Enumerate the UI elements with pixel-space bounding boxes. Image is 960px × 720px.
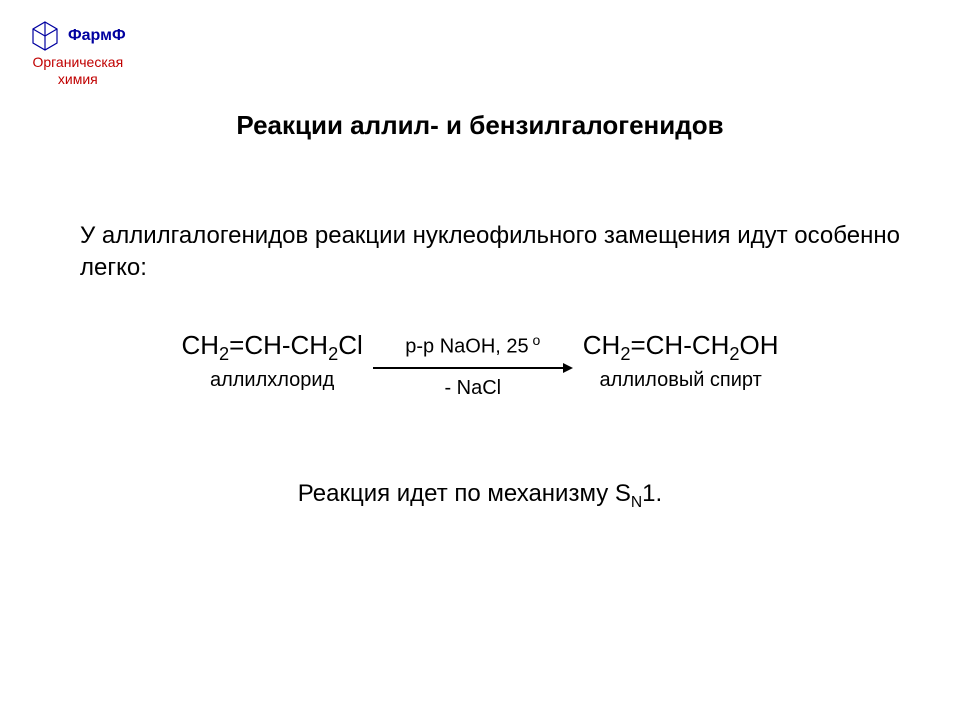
reaction-arrow-icon [373,361,573,375]
logo-row: ФармФ [30,20,126,52]
logo-sub-line2: химия [58,71,98,87]
molecule-icon [30,20,60,52]
logo-area: ФармФ Органическая химия [30,20,126,88]
logo-subtitle: Органическая химия [30,54,126,88]
reaction-scheme: CH2=CH-CH2Cl аллилхлорид р-р NaOH, 25 о … [0,330,960,400]
reaction-arrow-block: р-р NaOH, 25 о - NaCl [373,332,573,400]
product-formula: CH2=CH-CH2OH [583,330,779,365]
logo-brand: ФармФ [68,27,126,45]
reactant: CH2=CH-CH2Cl аллилхлорид [181,330,362,392]
product: CH2=CH-CH2OH аллиловый спирт [583,330,779,392]
mechanism-note: Реакция идет по механизму SN1. [0,480,960,512]
arrow-condition-top: р-р NaOH, 25 о [405,332,540,359]
intro-paragraph: У аллилгалогенидов реакции нуклеофильног… [80,220,900,285]
slide-title: Реакции аллил- и бензилгалогенидов [0,110,960,141]
reactant-label: аллилхлорид [181,369,362,392]
reactant-formula: CH2=CH-CH2Cl [181,330,362,365]
arrow-condition-bottom: - NaCl [444,377,501,400]
product-label: аллиловый спирт [583,369,779,392]
logo-sub-line1: Органическая [32,54,123,70]
